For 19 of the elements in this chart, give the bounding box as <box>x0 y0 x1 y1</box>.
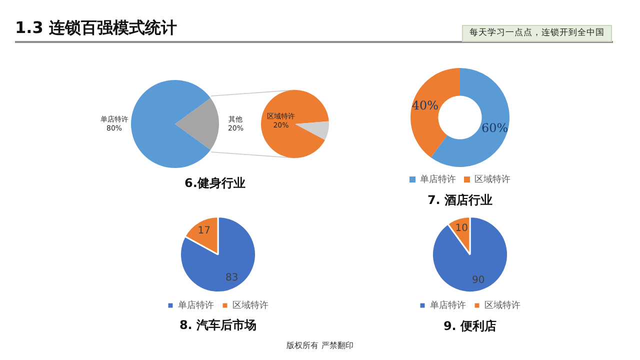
text: 1.3 连锁百强模式统计 <box>15 18 177 39</box>
data-label: 90 <box>472 274 485 286</box>
data-label: 60% <box>482 120 508 135</box>
legend-label: 单店特许 <box>430 300 466 311</box>
text: 9. 便利店 <box>442 318 498 335</box>
text: 版权所有 严禁翻印 <box>286 340 354 351</box>
legend-label: 区域特许 <box>232 300 268 311</box>
text: 7. 酒店行业 <box>426 192 494 209</box>
legend-label: 单店特许 <box>178 300 214 311</box>
data-label: 83 <box>225 272 238 284</box>
legend-label: 区域特许 <box>474 174 510 185</box>
data-label: 17 <box>198 226 211 237</box>
data-label: 40% <box>412 98 438 112</box>
legend-label: 区域特许 <box>484 300 520 311</box>
text: 每天学习一点点，连锁开到全中国 <box>462 25 612 42</box>
data-label: 10 <box>455 223 468 234</box>
text: 6.健身行业 <box>184 175 246 192</box>
text: 8. 汽车后市场 <box>178 317 258 334</box>
legend-label: 单店特许 <box>420 174 456 185</box>
